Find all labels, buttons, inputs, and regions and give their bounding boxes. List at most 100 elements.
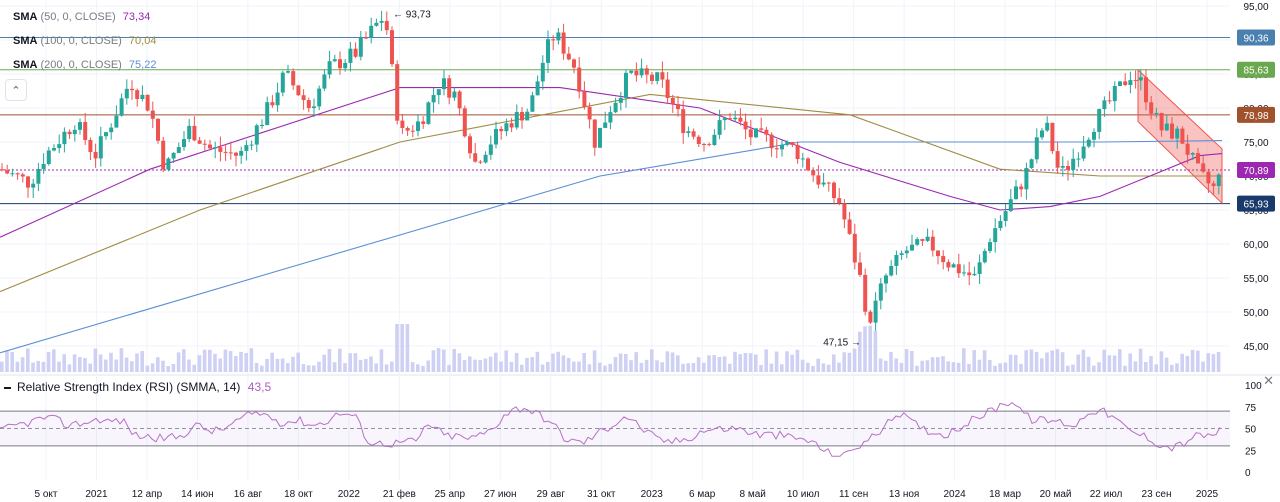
candle-body <box>546 39 550 63</box>
candle-body <box>187 125 192 140</box>
candle-body <box>582 91 587 107</box>
volume-bar <box>124 357 129 372</box>
candle-body <box>301 95 306 101</box>
candle-body <box>124 88 129 99</box>
candle-body <box>1008 199 1013 212</box>
candle-body <box>754 128 758 138</box>
volume-bar <box>738 354 742 372</box>
volume-bar <box>109 352 113 372</box>
volume-bar <box>941 356 945 372</box>
volume-bar <box>598 362 602 372</box>
volume-bar <box>998 363 1002 372</box>
close-icon[interactable]: ✕ <box>1263 373 1274 388</box>
volume-bar <box>1164 357 1169 372</box>
volume-bar <box>20 357 25 372</box>
volume-bar <box>993 365 997 372</box>
volume-bar <box>587 364 592 372</box>
volume-bar <box>353 353 358 372</box>
volume-bar <box>795 349 800 372</box>
candle-body <box>447 78 452 98</box>
candle-body <box>884 275 888 284</box>
volume-bar <box>1216 352 1221 372</box>
candle-body <box>1086 139 1091 147</box>
volume-bar <box>140 351 144 372</box>
volume-bar <box>936 357 940 372</box>
candle-body <box>738 117 743 122</box>
collapse-rsi-icon[interactable] <box>4 386 11 389</box>
candle-body <box>1123 81 1128 86</box>
candle-body <box>119 98 124 116</box>
volume-bar <box>785 351 789 372</box>
volume-bar <box>208 349 212 372</box>
candle-body <box>655 72 660 81</box>
candle-body <box>405 128 410 131</box>
rsi-legend[interactable]: Relative Strength Index (RSI) (SMMA, 14)… <box>4 380 271 394</box>
axes: 95,0090,0085,0080,0075,0070,0065,0060,00… <box>35 2 1275 500</box>
volume-bar <box>499 361 503 372</box>
volume-bar <box>696 357 701 372</box>
volume-bar <box>176 352 181 372</box>
candle-body <box>764 129 769 135</box>
price-channel <box>1137 68 1223 205</box>
candle-body <box>863 274 868 312</box>
candle-body <box>1175 128 1180 139</box>
volume-bar <box>1066 365 1070 372</box>
sma200-line <box>0 140 1223 354</box>
volume-bar <box>62 354 66 372</box>
candle-body <box>202 143 207 145</box>
candle-body <box>1014 186 1018 200</box>
volume-bar <box>920 360 924 372</box>
volume-bar <box>873 330 878 372</box>
candle-body <box>1024 168 1029 190</box>
volume-bar <box>1201 361 1205 372</box>
volume-bar <box>899 362 904 372</box>
volume-bar <box>93 348 98 372</box>
volume-bar <box>119 348 124 372</box>
volume-bar <box>774 351 779 372</box>
volume-bar <box>15 361 20 372</box>
volume-bar <box>863 326 867 372</box>
price-tick-label: 60,00 <box>1243 240 1268 251</box>
candle-body <box>634 70 639 76</box>
candle-body <box>1190 153 1195 155</box>
candle-body <box>514 112 519 128</box>
volume-bar <box>707 355 711 372</box>
sma100-value: 70,04 <box>128 35 157 47</box>
candle-body <box>561 32 566 54</box>
volume-bar <box>343 363 347 372</box>
volume-bar <box>577 361 581 372</box>
candle-body <box>1055 151 1060 168</box>
candle-body <box>936 250 940 257</box>
candle-body <box>192 125 197 141</box>
volume-bar <box>904 349 909 372</box>
legend-sma100[interactable]: SMA (100, 0, CLOSE) 70,04 <box>13 35 156 47</box>
price-tick-label: 75,00 <box>1243 138 1268 149</box>
candle-body <box>374 22 379 26</box>
candle-body <box>317 88 322 107</box>
candle-body <box>228 152 233 154</box>
volume-bar <box>1185 355 1190 372</box>
volume-bar <box>566 357 571 372</box>
volume-bar <box>759 364 763 372</box>
candle-body <box>639 68 644 76</box>
candle-body <box>15 173 20 175</box>
volume-bar <box>582 352 586 372</box>
legend-sma50[interactable]: SMA (50, 0, CLOSE) 73,34 <box>13 11 150 23</box>
candle-body <box>400 120 405 129</box>
volume-bar <box>956 362 961 372</box>
candle-body <box>925 236 930 241</box>
volume-bar <box>145 365 150 372</box>
time-tick-label: 5 окт <box>35 489 58 500</box>
time-tick-label: 2024 <box>943 489 966 500</box>
candle-body <box>608 112 613 123</box>
candle-body <box>988 242 992 251</box>
candle-body <box>1066 165 1070 170</box>
candle-body <box>1097 109 1102 132</box>
candle-body <box>436 89 441 96</box>
legend-sma200[interactable]: SMA (200, 0, CLOSE) 75,22 <box>13 59 156 71</box>
level-price-tag <box>1237 106 1275 123</box>
collapse-legend-button[interactable]: ⌃ <box>5 79 27 101</box>
candle-body <box>821 182 826 185</box>
level-price-label: 78,98 <box>1243 111 1268 122</box>
price-tick-label: 45,00 <box>1243 342 1268 353</box>
